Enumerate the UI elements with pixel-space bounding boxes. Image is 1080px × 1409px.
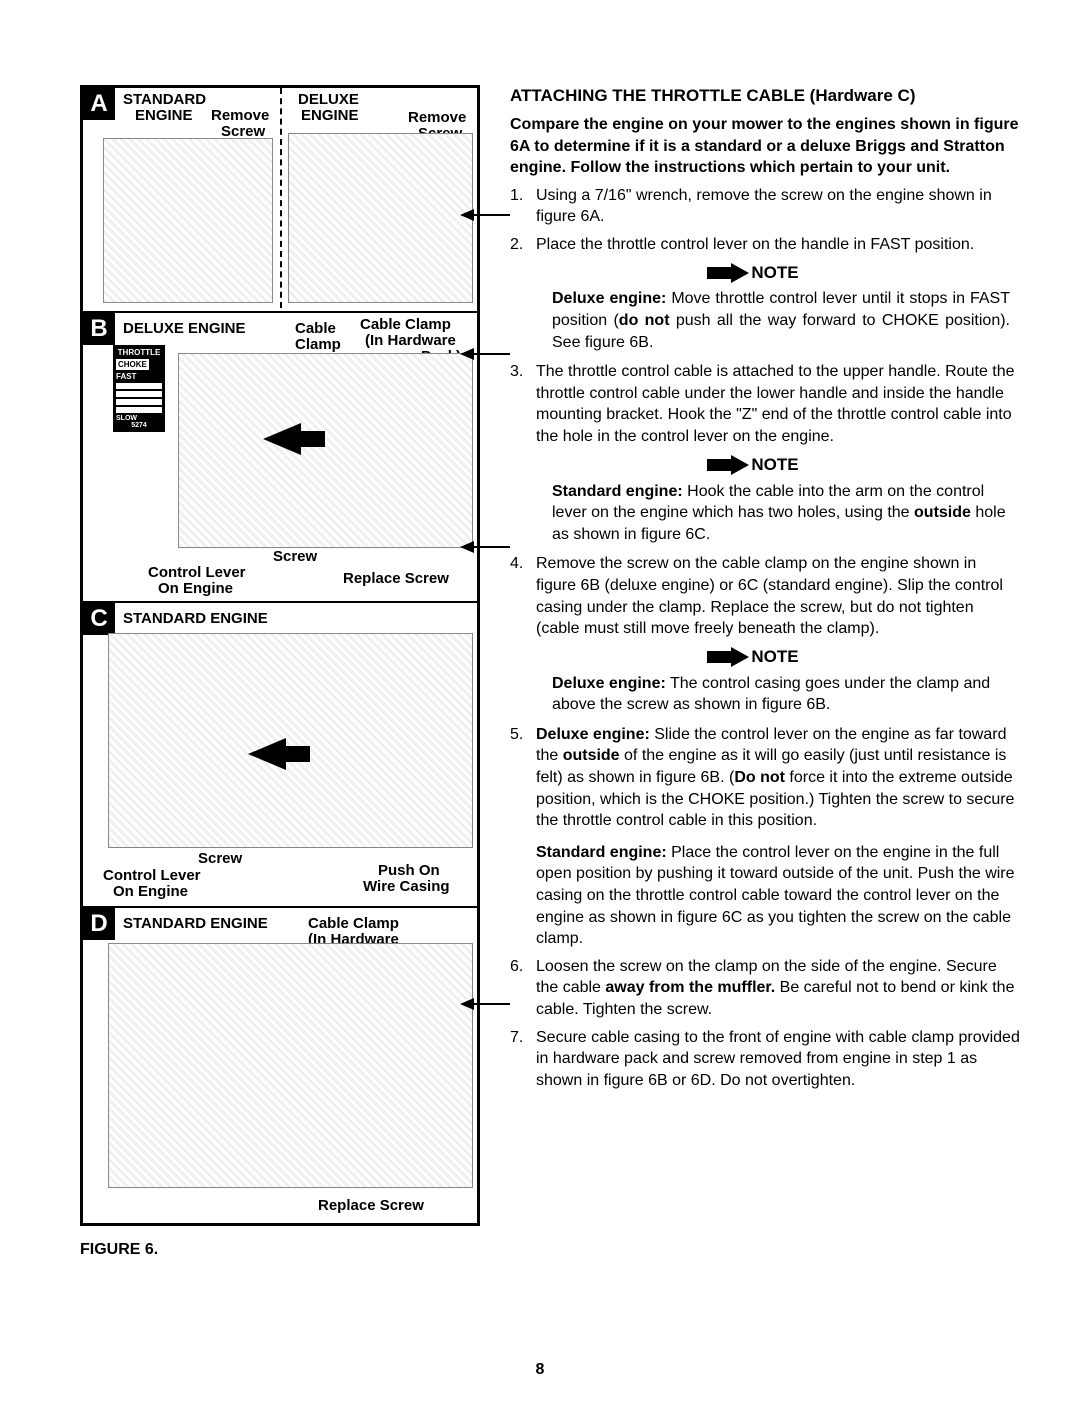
text-deluxe-engine-b: DELUXE ENGINE xyxy=(123,321,246,338)
step-number: 6. xyxy=(510,956,523,978)
arrow-icon xyxy=(460,348,474,360)
note-body-2: Standard engine: Hook the cable into the… xyxy=(510,481,1020,546)
throttle-choke: CHOKE xyxy=(116,359,149,370)
panel-divider xyxy=(280,88,282,308)
diagram-c xyxy=(108,633,473,848)
step-bold: Deluxe engine: xyxy=(536,726,650,743)
step-number: 3. xyxy=(510,361,523,383)
note-label: NOTE xyxy=(751,647,798,666)
note-arrow-icon xyxy=(731,647,749,667)
step-bold: away from the muffler. xyxy=(605,979,775,996)
text-screw-c: Screw xyxy=(198,851,242,868)
step-4: 4. Remove the screw on the cable clamp o… xyxy=(510,553,1020,639)
step-number: 5. xyxy=(510,724,523,746)
section-title: ATTACHING THE THROTTLE CABLE (Hardware C… xyxy=(510,85,1020,108)
step-text: Using a 7/16" wrench, remove the screw o… xyxy=(536,187,992,226)
arrow-icon xyxy=(460,998,474,1010)
figure-panel-d: D STANDARD ENGINE Cable Clamp (In Hardwa… xyxy=(83,908,477,1223)
instruction-list: 4. Remove the screw on the cable clamp o… xyxy=(510,553,1020,639)
arrow-icon xyxy=(248,738,286,770)
arrow-icon xyxy=(460,541,474,553)
step-5: 5. Deluxe engine: Slide the control leve… xyxy=(510,724,1020,950)
figure-panel-c: C STANDARD ENGINE Cable Clamp Use This H… xyxy=(83,603,477,908)
throttle-title: THROTTLE xyxy=(116,348,162,357)
text-on-engine-b: On Engine xyxy=(158,581,233,598)
text-engine-a2: ENGINE xyxy=(301,108,359,125)
figure-panel-a: A STANDARD ENGINE Remove Screw DELUXE EN… xyxy=(83,88,477,313)
note-arrow-icon xyxy=(731,455,749,475)
step-number: 1. xyxy=(510,185,523,207)
note-arrow-icon xyxy=(731,263,749,283)
note-body-3: Deluxe engine: The control casing goes u… xyxy=(510,673,1020,716)
text-replace-screw-b: Replace Screw xyxy=(343,571,449,588)
note-bold: do not xyxy=(619,312,670,329)
step-6: 6. Loosen the screw on the clamp on the … xyxy=(510,956,1020,1021)
note-body-1: Deluxe engine: Move throttle control lev… xyxy=(510,288,1020,353)
text-screw-b: Screw xyxy=(273,549,317,566)
step-bold: outside xyxy=(563,747,620,764)
step-7: 7. Secure cable casing to the front of e… xyxy=(510,1027,1020,1092)
instructions-column: ATTACHING THE THROTTLE CABLE (Hardware C… xyxy=(510,85,1020,1259)
step-number: 4. xyxy=(510,553,523,575)
panel-label-a: A xyxy=(83,88,115,120)
step-text: The throttle control cable is attached t… xyxy=(536,363,1015,445)
step-text: Remove the screw on the cable clamp on t… xyxy=(536,555,1003,637)
figure-panel-b: B DELUXE ENGINE Cable Cable Clamp Clamp … xyxy=(83,313,477,603)
step-number: 7. xyxy=(510,1027,523,1049)
note-header-2: NOTE xyxy=(510,454,1020,477)
throttle-num: 5274 xyxy=(116,422,162,429)
step-2: 2. Place the throttle control lever on t… xyxy=(510,234,1020,256)
diagram-b xyxy=(178,353,473,548)
instruction-list: 1. Using a 7/16" wrench, remove the scre… xyxy=(510,185,1020,256)
note-label: NOTE xyxy=(751,263,798,282)
text-standard-engine-d: STANDARD ENGINE xyxy=(123,916,268,933)
figure-column: A STANDARD ENGINE Remove Screw DELUXE EN… xyxy=(80,85,480,1259)
text-clamp-b: Clamp xyxy=(295,337,341,354)
text-standard-engine-c: STANDARD ENGINE xyxy=(123,611,268,628)
note-bold: Deluxe engine: xyxy=(552,675,666,692)
note-bold: Deluxe engine: xyxy=(552,290,666,307)
note-bold: outside xyxy=(914,504,971,521)
page-content: A STANDARD ENGINE Remove Screw DELUXE EN… xyxy=(80,85,1020,1259)
panel-label-b: B xyxy=(83,313,115,345)
diagram-d xyxy=(108,943,473,1188)
step-3: 3. The throttle control cable is attache… xyxy=(510,361,1020,447)
diagram-a-right xyxy=(288,133,473,303)
text-on-engine-c: On Engine xyxy=(113,884,188,901)
step-bold: Do not xyxy=(734,769,785,786)
instruction-list: 3. The throttle control cable is attache… xyxy=(510,361,1020,447)
arrow-icon xyxy=(460,209,474,221)
panel-label-d: D xyxy=(83,908,115,940)
note-header-1: NOTE xyxy=(510,262,1020,285)
note-header-3: NOTE xyxy=(510,646,1020,669)
throttle-fast: FAST xyxy=(116,372,162,381)
step-1: 1. Using a 7/16" wrench, remove the scre… xyxy=(510,185,1020,228)
step-bold: Standard engine: xyxy=(536,844,667,861)
instruction-list: 5. Deluxe engine: Slide the control leve… xyxy=(510,724,1020,1092)
text-engine-a1: ENGINE xyxy=(135,108,193,125)
figure-6-frame: A STANDARD ENGINE Remove Screw DELUXE EN… xyxy=(80,85,480,1226)
arrow-icon xyxy=(263,423,301,455)
diagram-a-left xyxy=(103,138,273,303)
step-text: Secure cable casing to the front of engi… xyxy=(536,1029,1020,1089)
step-number: 2. xyxy=(510,234,523,256)
note-bold: Standard engine: xyxy=(552,483,683,500)
figure-caption: FIGURE 6. xyxy=(80,1241,480,1259)
text-wire-casing: Wire Casing xyxy=(363,879,450,896)
note-label: NOTE xyxy=(751,455,798,474)
panel-label-c: C xyxy=(83,603,115,635)
text-replace-screw-d: Replace Screw xyxy=(318,1198,424,1215)
page-number: 8 xyxy=(536,1361,545,1379)
step-text: Place the throttle control lever on the … xyxy=(536,236,974,253)
intro-paragraph: Compare the engine on your mower to the … xyxy=(510,114,1020,179)
throttle-control-diagram: THROTTLE CHOKE FAST SLOW 5274 xyxy=(113,345,165,432)
throttle-slow: SLOW xyxy=(116,415,162,422)
